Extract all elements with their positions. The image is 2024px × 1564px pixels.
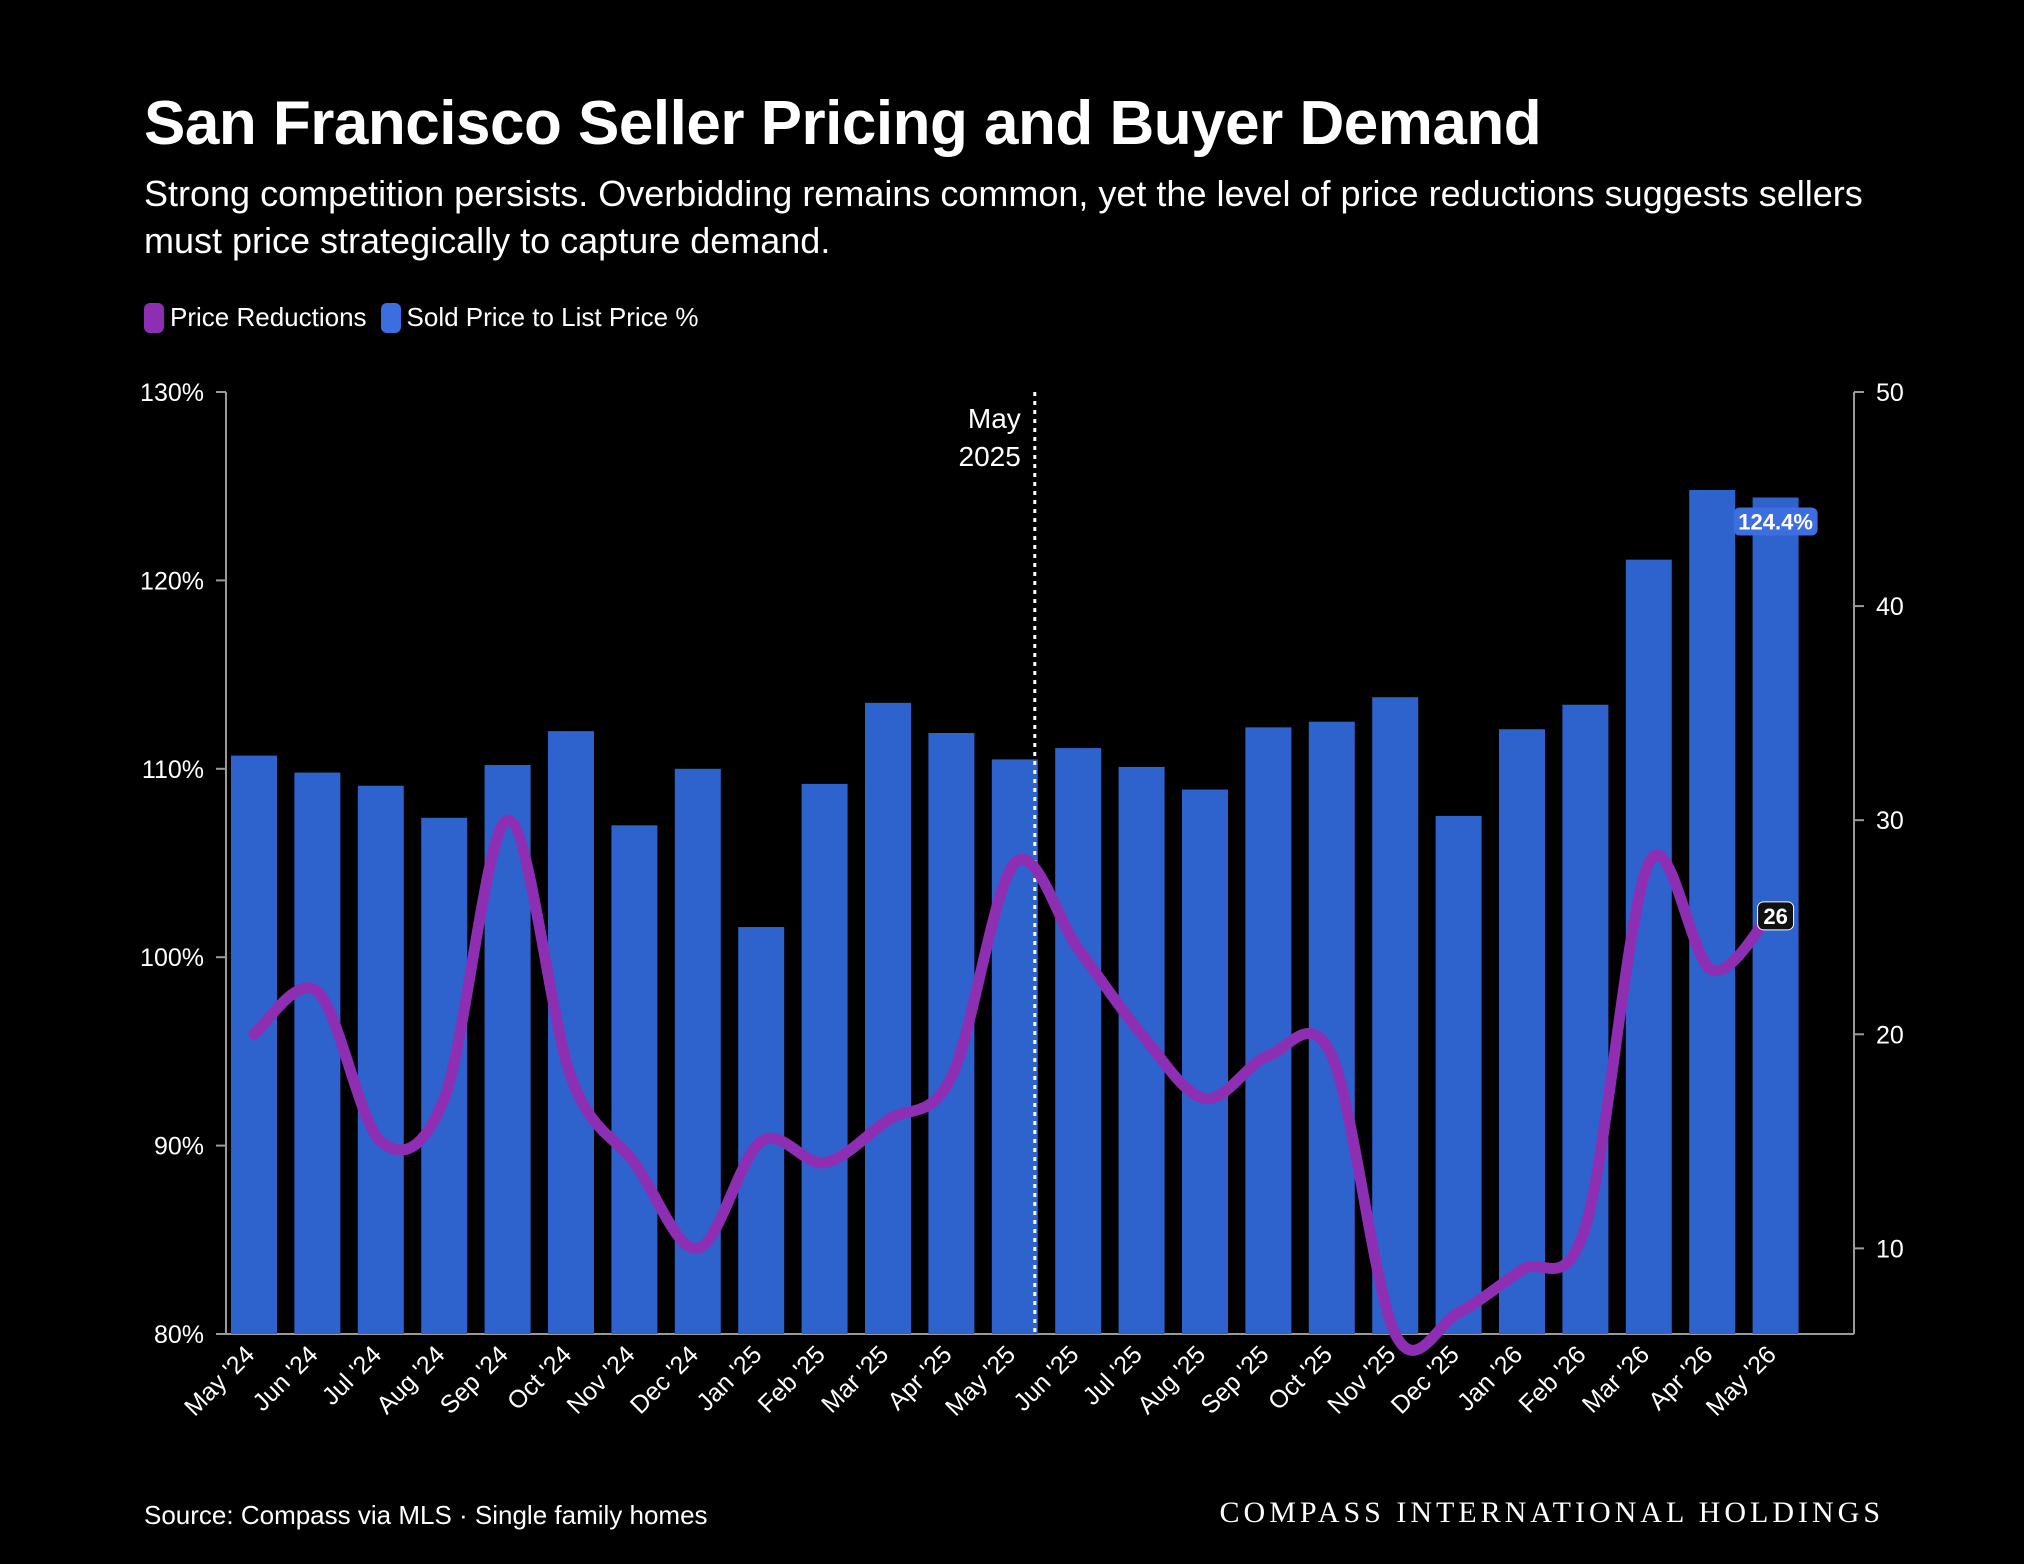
- bar-nov-24: [611, 825, 658, 1334]
- source-note: Source: Compass via MLS · Single family …: [144, 1500, 708, 1530]
- left-tick-label-90: 90%: [154, 1133, 204, 1161]
- annotation-label-month: May: [968, 403, 1021, 434]
- chart-subtitle: Strong competition persists. Overbidding…: [144, 173, 1863, 261]
- bar-feb-25: [801, 783, 848, 1334]
- x-tick-label-mar-25: Mar '25: [816, 1340, 894, 1418]
- bar-dec-25: [1435, 815, 1482, 1334]
- legend: Price Reductions Sold Price to List Pric…: [144, 302, 712, 333]
- x-tick-label-nov-25: Nov '25: [1322, 1340, 1401, 1419]
- right-tick-label-50: 50: [1876, 379, 1904, 407]
- line-end-label-bg: [1757, 901, 1795, 931]
- x-tick-label-may-24: May '24: [179, 1340, 260, 1421]
- left-tick-label-130: 130%: [140, 379, 204, 407]
- bar-apr-26: [1689, 489, 1736, 1334]
- bar-oct-25: [1308, 721, 1355, 1334]
- bar-jun-24: [294, 772, 341, 1334]
- bar-may-24: [231, 755, 277, 1334]
- left-tick-label-100: 100%: [140, 944, 204, 972]
- legend-swatch-price-reductions: [144, 302, 164, 333]
- price-reductions-line: [248, 814, 1782, 1356]
- bar-jan-26: [1499, 729, 1545, 1334]
- x-tick-label-may-26: May '26: [1701, 1340, 1782, 1421]
- x-tick-label-aug-24: Aug '24: [371, 1340, 450, 1419]
- right-tick-label-10: 10: [1876, 1235, 1904, 1263]
- x-tick-label-jun-25: Jun '25: [1008, 1340, 1084, 1416]
- legend-label-sold-to-list: Sold Price to List Price %: [406, 302, 699, 332]
- x-tick-label-nov-24: Nov '24: [561, 1340, 640, 1419]
- brand-wordmark: COMPASS INTERNATIONAL HOLDINGS: [1219, 1496, 1884, 1529]
- bar-jun-25: [1055, 748, 1102, 1334]
- x-tick-label-may-25: May '25: [940, 1340, 1021, 1421]
- x-tick-label-jan-26: Jan '26: [1452, 1340, 1528, 1416]
- x-tick-label-feb-25: Feb '25: [753, 1340, 831, 1418]
- legend-label-price-reductions: Price Reductions: [170, 302, 367, 332]
- x-tick-label-jun-24: Jun '24: [247, 1340, 323, 1416]
- line-end-label: 26: [1763, 904, 1787, 929]
- x-tick-label-mar-26: Mar '26: [1577, 1340, 1655, 1418]
- x-tick-label-jan-25: Jan '25: [691, 1340, 767, 1416]
- right-tick-label-20: 20: [1876, 1021, 1904, 1049]
- x-tick-label-sep-24: Sep '24: [435, 1340, 514, 1419]
- legend-item-sold-to-list: Sold Price to List Price %: [380, 302, 699, 333]
- bar-jul-24: [357, 785, 404, 1334]
- left-tick-label-80: 80%: [154, 1321, 204, 1349]
- bar-end-label: 124.4%: [1738, 510, 1813, 535]
- x-tick-label-sep-25: Sep '25: [1195, 1340, 1274, 1419]
- x-tick-label-dec-24: Dec '24: [625, 1340, 704, 1419]
- bar-may-25: [991, 759, 1038, 1334]
- bar-end-label-bg: [1733, 507, 1818, 536]
- bar-sep-25: [1245, 727, 1292, 1334]
- legend-swatch-sold-to-list: [380, 302, 401, 333]
- chart-title: San Francisco Seller Pricing and Buyer D…: [144, 89, 1542, 158]
- annotation-label-year: 2025: [959, 441, 1021, 472]
- bar-mar-25: [865, 702, 911, 1334]
- bar-aug-25: [1182, 789, 1228, 1334]
- right-tick-label-40: 40: [1876, 593, 1904, 621]
- right-tick-label-30: 30: [1876, 807, 1904, 835]
- x-tick-label-aug-25: Aug '25: [1132, 1340, 1211, 1419]
- bar-nov-25: [1372, 697, 1419, 1334]
- x-tick-label-dec-25: Dec '25: [1386, 1340, 1465, 1419]
- bar-aug-24: [421, 817, 468, 1334]
- x-tick-label-feb-26: Feb '26: [1513, 1340, 1591, 1418]
- bar-jan-25: [738, 927, 785, 1334]
- legend-item-price-reductions: Price Reductions: [144, 302, 367, 333]
- left-tick-label-120: 120%: [140, 567, 204, 595]
- left-tick-label-110: 110%: [142, 756, 204, 784]
